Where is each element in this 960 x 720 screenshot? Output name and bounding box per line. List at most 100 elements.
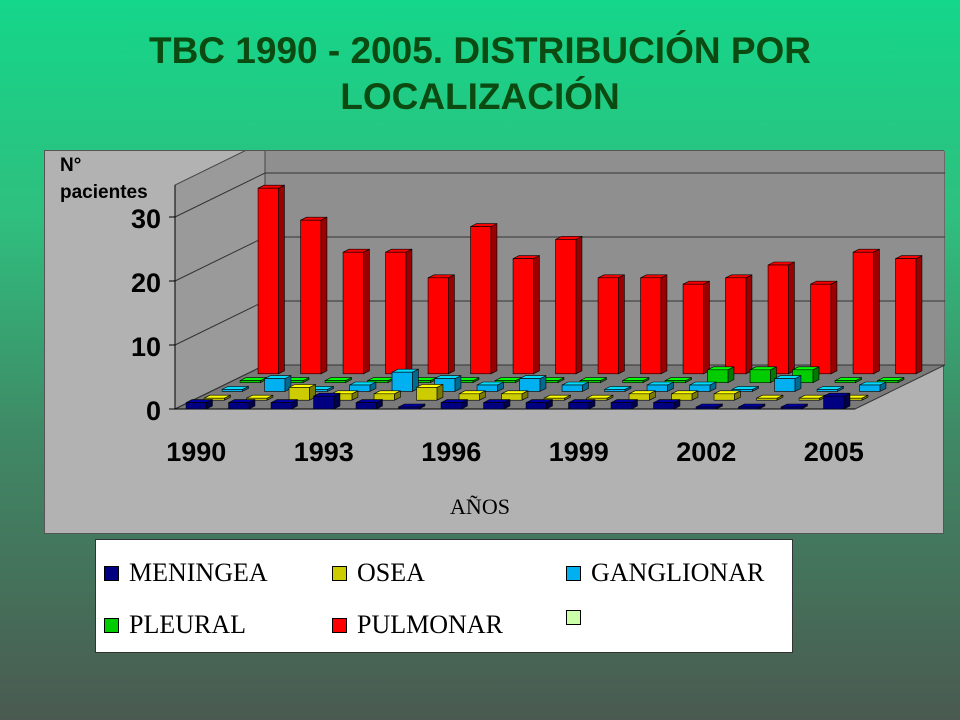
bar-pulmonar-1998: [597, 274, 625, 375]
bar-pulmonar-1993: [385, 248, 413, 375]
legend-label: PLEURAL: [129, 610, 246, 639]
bar-ganglionar-2004: [816, 385, 844, 392]
x-tick-label: 2005: [804, 437, 864, 467]
legend-label: GANGLIONAR: [591, 558, 765, 587]
bar-ganglionar-1993: [349, 381, 377, 392]
bar-pulmonar-1990: [257, 184, 285, 375]
bar-pleural-2002: [749, 366, 777, 384]
bar-osea-1991: [246, 394, 274, 401]
legend-item-unnamed: [566, 610, 591, 625]
legend-item-osea: OSEA: [332, 558, 425, 588]
bar-meningea-1996: [440, 399, 468, 410]
bar-meningea-1992: [270, 399, 298, 410]
bar-meningea-1991: [228, 399, 256, 410]
x-tick-label: 1993: [294, 437, 354, 467]
bar-pulmonar-2004: [852, 248, 880, 375]
bar-ganglionar-2001: [689, 381, 717, 392]
bar-pulmonar-1992: [342, 248, 370, 375]
bar-osea-2004: [798, 394, 826, 401]
bar-meningea-1993: [313, 392, 341, 410]
bar-pulmonar-1999: [640, 274, 668, 375]
bar-ganglionar-2002: [731, 385, 759, 392]
bar-meningea-2005: [823, 392, 851, 410]
bar-ganglionar-1998: [561, 381, 589, 392]
bar-meningea-1995: [398, 403, 426, 410]
bar-pulmonar-2003: [810, 280, 838, 375]
legend-item-ganglionar: GANGLIONAR: [566, 558, 764, 588]
bar-osea-1999: [586, 394, 614, 401]
bar-ganglionar-1990: [221, 385, 249, 392]
bar-pulmonar-1995: [470, 223, 498, 375]
bar-meningea-1999: [568, 399, 596, 410]
legend-item-pleural: PLEURAL: [104, 610, 246, 640]
bar-meningea-2004: [780, 403, 808, 410]
bar-osea-1998: [543, 394, 571, 401]
bar-ganglionar-1994: [391, 368, 419, 392]
bar-osea-2001: [671, 390, 699, 401]
bar-meningea-2000: [610, 399, 638, 410]
side-wall: [174, 151, 266, 410]
legend-swatch: [104, 565, 119, 581]
bar-ganglionar-2000: [646, 381, 674, 392]
legend-item-meningea: MENINGEA: [104, 558, 268, 588]
bar-pleural-1990: [239, 377, 267, 384]
bar-pulmonar-1997: [555, 235, 583, 375]
bar-osea-1997: [501, 390, 529, 401]
legend-swatch: [566, 610, 581, 625]
bar-pulmonar-1996: [512, 255, 540, 375]
x-tick-label: 1996: [421, 437, 481, 467]
chart-title: TBC 1990 - 2005. DISTRIBUCIÓN POR LOCALI…: [0, 28, 960, 120]
x-tick-label: 1990: [166, 437, 226, 467]
bar-pulmonar-1994: [427, 274, 455, 375]
bar-osea-1992: [288, 383, 316, 401]
bar-ganglionar-2003: [774, 375, 802, 392]
x-tick-label: 1999: [549, 437, 609, 467]
title-line-1: TBC 1990 - 2005. DISTRIBUCIÓN POR: [148, 30, 812, 71]
legend-swatch: [332, 565, 347, 581]
bar-pulmonar-1991: [300, 216, 328, 375]
bar-pleural-2004: [834, 377, 862, 384]
bar-pleural-1992: [324, 377, 352, 384]
bar-meningea-2002: [695, 403, 723, 410]
x-tick-label: 2002: [676, 437, 736, 467]
bar-osea-2002: [713, 390, 741, 401]
legend-label: OSEA: [357, 558, 425, 587]
bar-pulmonar-2002: [767, 261, 795, 375]
bar-pleural-1999: [622, 377, 650, 384]
bar-ganglionar-1996: [476, 381, 504, 392]
bar-ganglionar-2005: [859, 381, 887, 392]
legend-label: PULMONAR: [357, 610, 503, 639]
bar-pleural-2001: [707, 366, 735, 384]
legend-label: MENINGEA: [129, 558, 268, 587]
bar-osea-1995: [416, 383, 444, 401]
y-tick-label: 0: [146, 396, 161, 426]
title-line-2: LOCALIZACIÓN: [340, 76, 620, 117]
bar-osea-2000: [628, 390, 656, 401]
x-axis-label: AÑOS: [450, 494, 510, 519]
bar-pleural-2000: [664, 377, 692, 384]
bar-meningea-1998: [525, 399, 553, 410]
legend-swatch: [566, 565, 581, 581]
bar-pleural-2005: [877, 377, 905, 384]
bar-meningea-2003: [738, 403, 766, 410]
bar-osea-2003: [756, 394, 784, 401]
bar-ganglionar-1991: [264, 375, 292, 392]
bar-osea-1994: [373, 390, 401, 401]
bar-meningea-1990: [185, 399, 213, 410]
chart-panel: 0 10 20 30 1990 1993 1996 1999 2002 2005: [44, 150, 945, 534]
bar-pulmonar-2000: [682, 280, 710, 375]
chart-plot: 0 10 20 30 1990 1993 1996 1999 2002 2005: [131, 151, 945, 467]
bar-pulmonar-2001: [725, 274, 753, 375]
legend-item-pulmonar: PULMONAR: [332, 610, 503, 640]
bar-osea-1996: [458, 390, 486, 401]
y-tick-label: 10: [131, 332, 161, 362]
chart-legend: MENINGEA OSEA GANGLIONAR PLEURAL PULMONAR: [95, 539, 793, 653]
legend-swatch: [104, 617, 119, 633]
y-tick-label: 20: [131, 268, 161, 298]
bar-meningea-2001: [653, 399, 681, 410]
bar-pulmonar-2005: [895, 255, 923, 375]
y-tick-label: 30: [131, 204, 161, 234]
bar-meningea-1997: [483, 399, 511, 410]
bar-ganglionar-1999: [604, 385, 632, 392]
bar-pleural-1998: [579, 377, 607, 384]
